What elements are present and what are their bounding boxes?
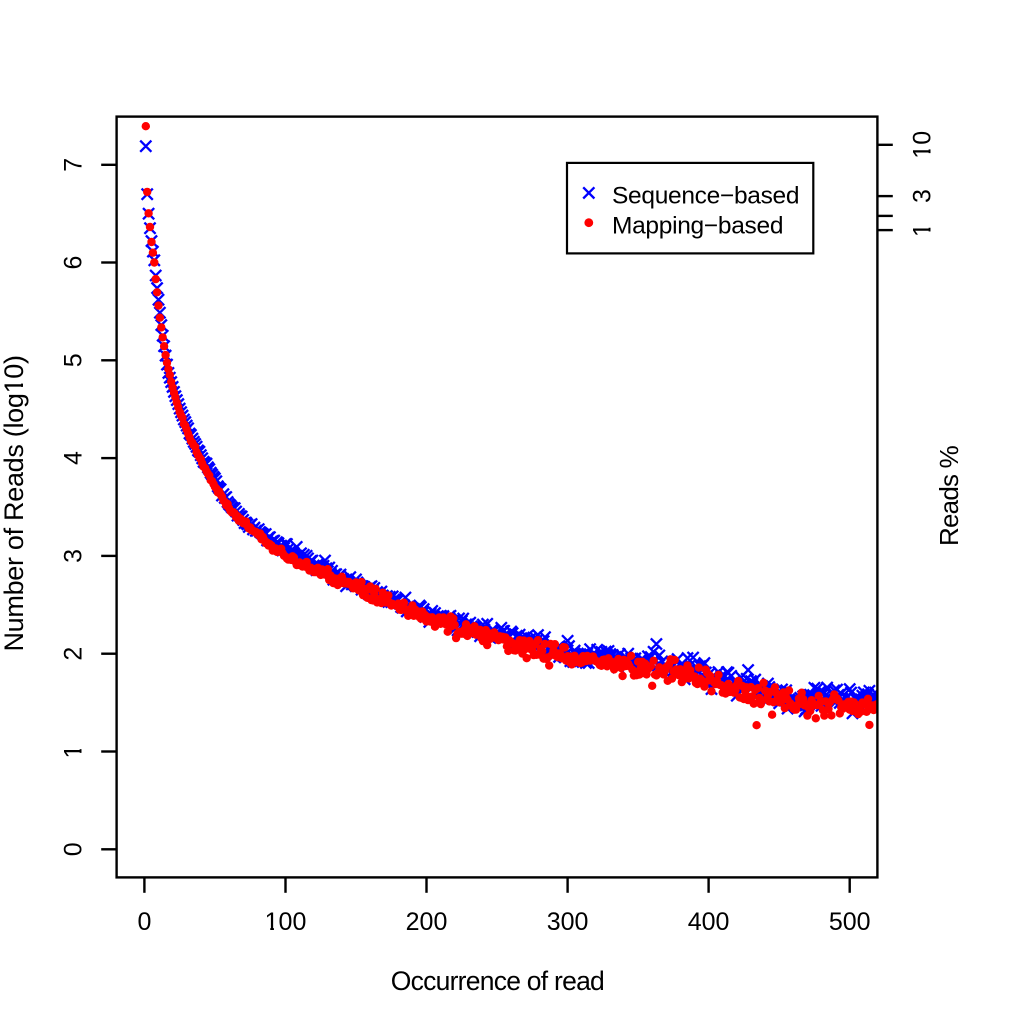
svg-text:300: 300: [547, 908, 589, 936]
svg-text:4: 4: [59, 451, 87, 465]
svg-text:200: 200: [406, 908, 448, 936]
svg-text:1: 1: [59, 745, 87, 759]
svg-text:5: 5: [59, 353, 87, 367]
svg-text:1: 1: [909, 223, 937, 237]
svg-text:3: 3: [59, 549, 87, 563]
svg-text:Mapping−based: Mapping−based: [612, 213, 783, 240]
svg-text:Sequence−based: Sequence−based: [612, 183, 799, 210]
svg-text:6: 6: [59, 256, 87, 270]
svg-text:0: 0: [59, 842, 87, 856]
svg-text:3: 3: [909, 189, 937, 203]
svg-text:400: 400: [688, 908, 730, 936]
svg-text:500: 500: [829, 908, 871, 936]
svg-text:2: 2: [59, 647, 87, 661]
svg-text:10: 10: [909, 131, 937, 159]
svg-text:Occurrence of read: Occurrence of read: [391, 966, 604, 996]
svg-text:Reads %: Reads %: [934, 445, 964, 546]
svg-text:7: 7: [59, 158, 87, 172]
svg-text:100: 100: [265, 908, 307, 936]
svg-text:Number of Reads (log10): Number of Reads (log10): [0, 355, 29, 651]
svg-text:0: 0: [137, 908, 151, 936]
